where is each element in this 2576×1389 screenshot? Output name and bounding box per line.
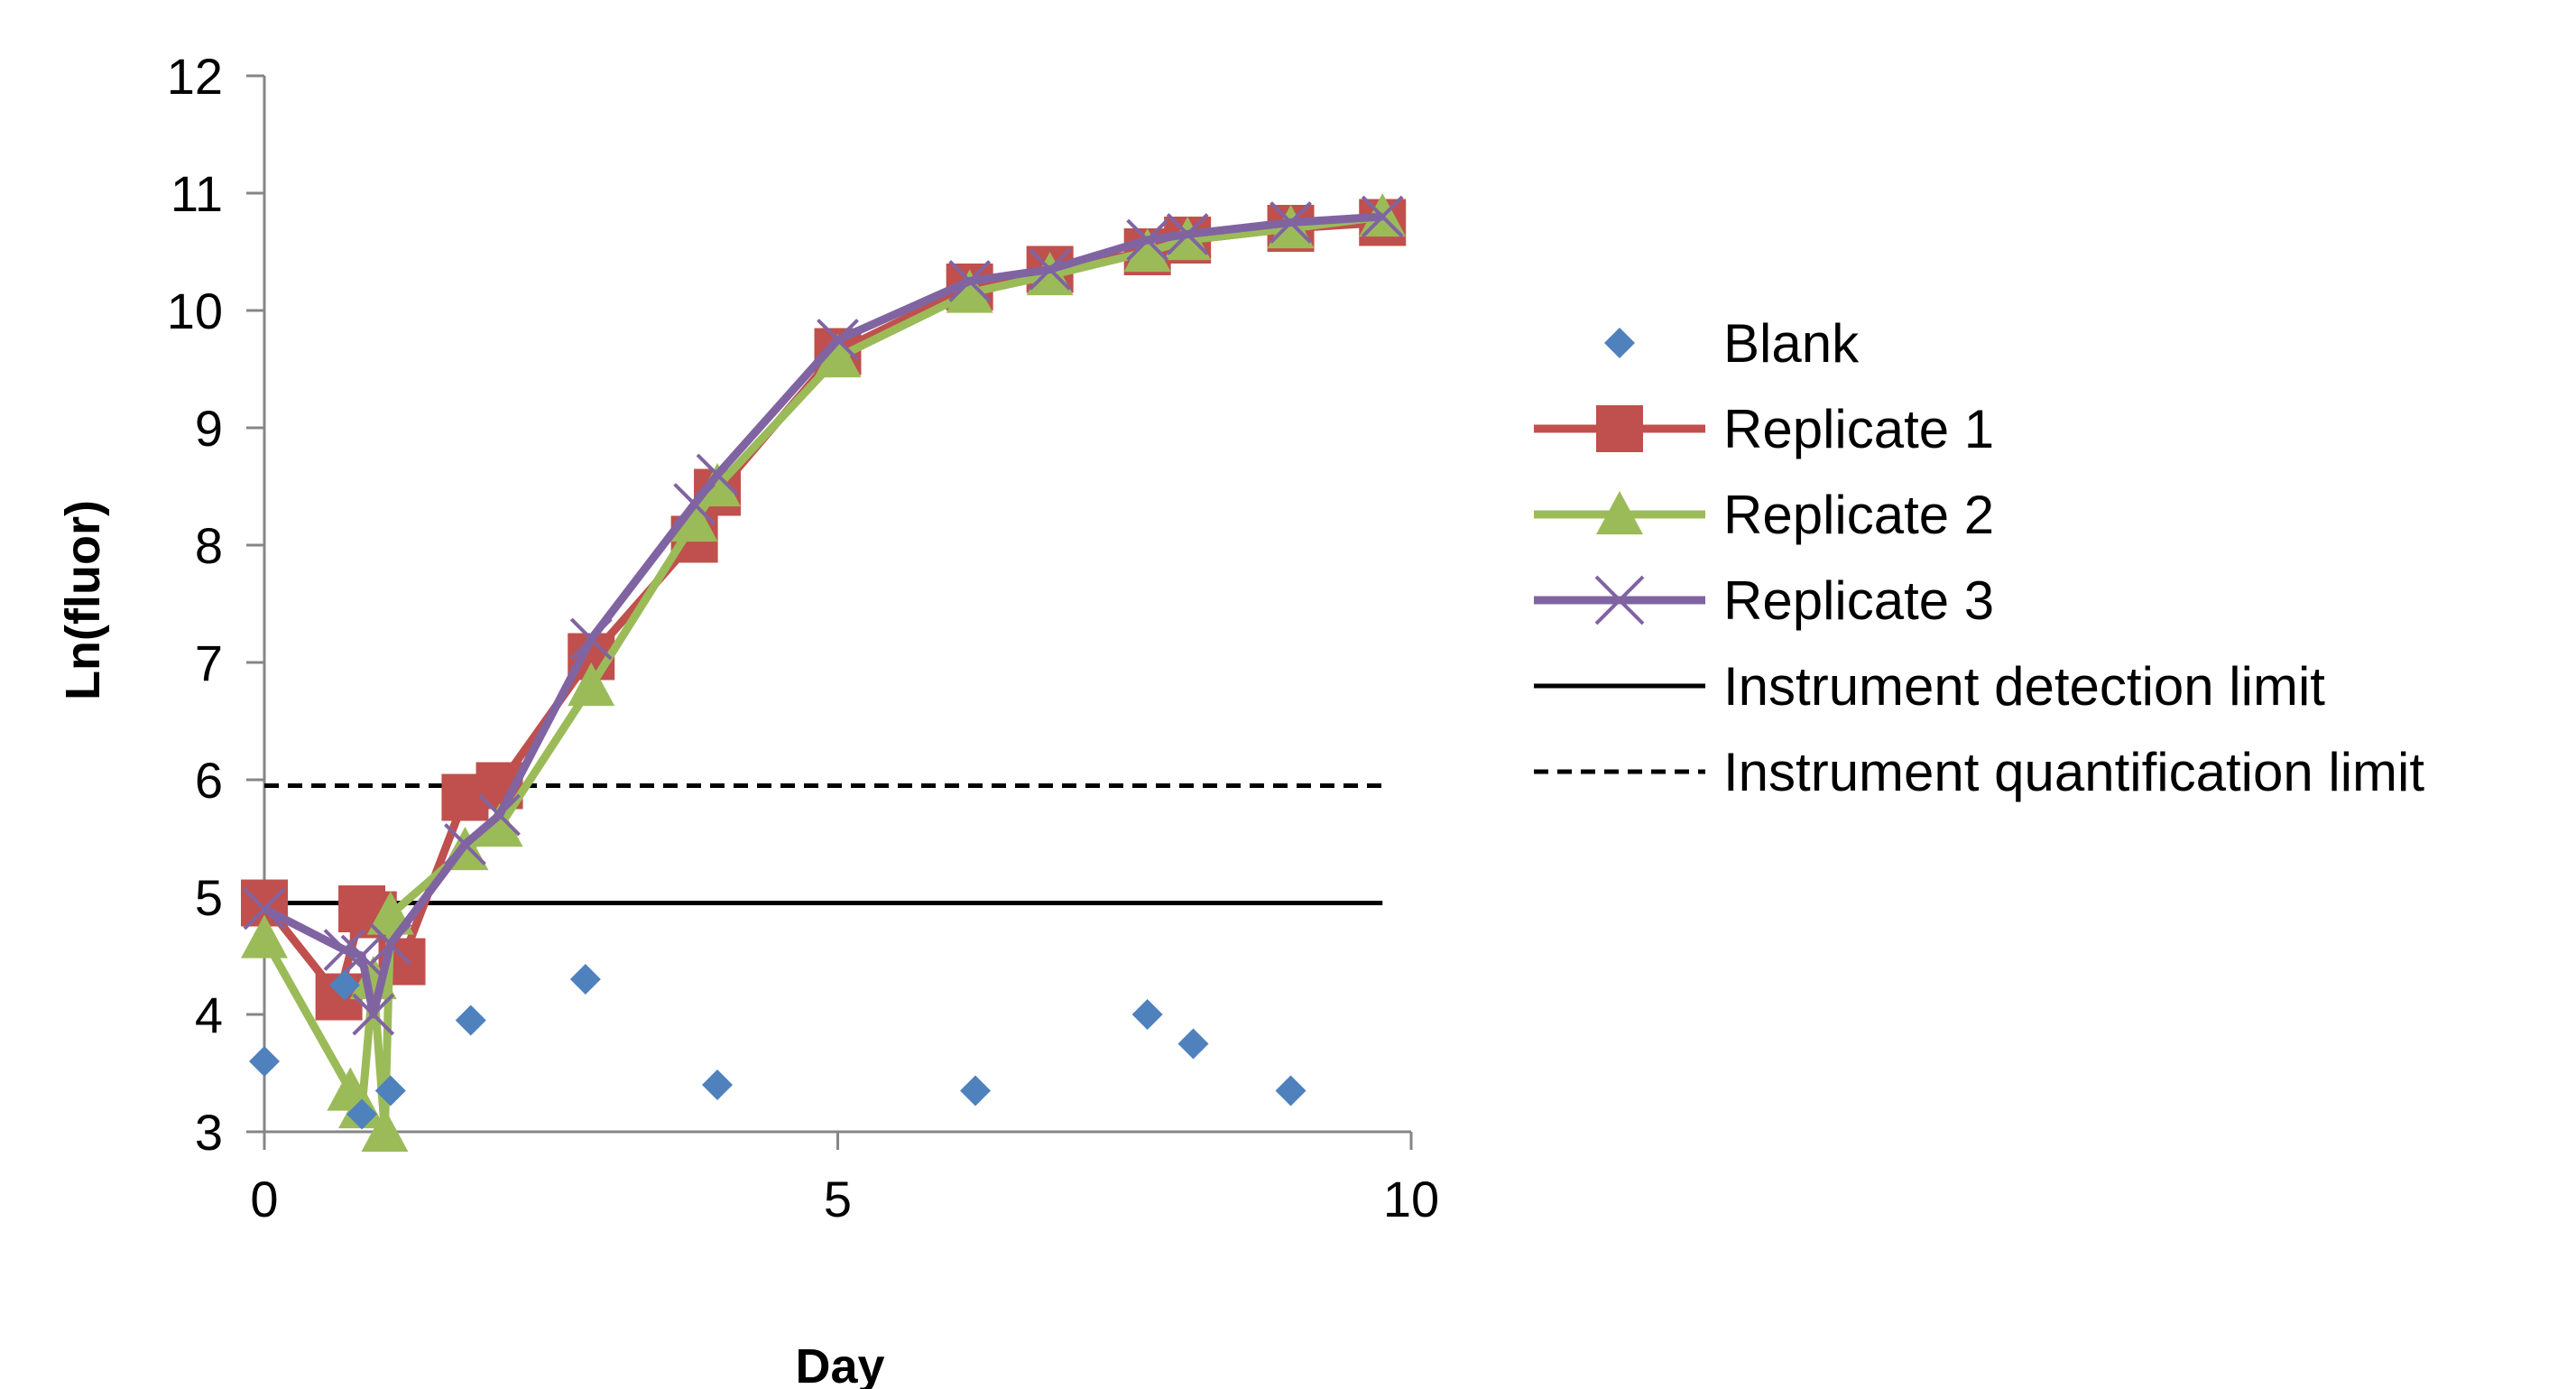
legend-marker xyxy=(1596,491,1643,535)
y-tick-label: 11 xyxy=(171,165,223,222)
y-tick-label: 10 xyxy=(167,282,223,339)
y-tick-label: 9 xyxy=(195,400,223,457)
legend-item: Replicate 3 xyxy=(1534,570,1994,631)
data-point xyxy=(478,793,521,837)
data-point xyxy=(349,956,397,1000)
data-point xyxy=(814,334,862,378)
data-point xyxy=(670,498,718,542)
legend-label: Instrument detection limit xyxy=(1723,656,2325,717)
y-tick-label: 3 xyxy=(195,1104,223,1161)
data-point xyxy=(444,823,486,866)
data-point xyxy=(243,887,286,931)
y-tick-label: 12 xyxy=(167,48,223,105)
data-point xyxy=(346,1098,378,1130)
data-point xyxy=(361,1108,409,1153)
data-point xyxy=(1026,252,1074,296)
data-point xyxy=(475,803,523,847)
y-tick-label: 7 xyxy=(195,634,223,691)
data-point xyxy=(1123,228,1171,273)
data-point xyxy=(1126,218,1169,262)
legend-label: Replicate 2 xyxy=(1723,485,1994,545)
legend-marker xyxy=(1596,405,1643,452)
data-point xyxy=(702,1070,734,1100)
data-point xyxy=(1177,1028,1209,1060)
data-point xyxy=(1029,248,1072,291)
legend-marker xyxy=(1604,328,1635,358)
data-point xyxy=(817,319,859,361)
data-point xyxy=(569,964,601,995)
data-point xyxy=(1361,195,1404,238)
legend-label: Replicate 1 xyxy=(1723,399,1994,459)
data-point xyxy=(569,617,613,661)
x-tick-label: 0 xyxy=(250,1171,278,1227)
legend-item: Replicate 2 xyxy=(1534,485,1994,545)
data-point xyxy=(374,1075,406,1107)
data-point xyxy=(1131,999,1163,1030)
y-tick-label: 4 xyxy=(195,986,223,1043)
x-axis-title: Day xyxy=(795,1339,884,1389)
x-tick-label: 5 xyxy=(824,1171,852,1227)
data-point xyxy=(340,934,383,977)
data-point xyxy=(455,1005,486,1036)
data-point xyxy=(1270,201,1312,244)
x-tick-label: 10 xyxy=(1383,1171,1439,1227)
plot-area xyxy=(241,193,1407,1153)
data-point xyxy=(328,969,360,1001)
data-point xyxy=(673,483,716,525)
y-tick-label: 5 xyxy=(195,869,223,926)
data-point xyxy=(696,453,739,496)
legend-label: Replicate 3 xyxy=(1723,570,1994,631)
data-point xyxy=(241,914,288,958)
y-tick-label: 8 xyxy=(195,517,223,574)
data-point xyxy=(323,929,366,971)
data-point xyxy=(568,662,615,707)
data-point xyxy=(1267,205,1315,249)
legend-item: Blank xyxy=(1604,313,1860,374)
y-tick-label: 6 xyxy=(195,752,223,809)
legend-item: Replicate 1 xyxy=(1534,399,1994,459)
legend: Blank Replicate 1 Replicate 2 Replicate 3 In… xyxy=(1534,313,2424,802)
legend-marker xyxy=(1594,575,1645,625)
legend-label: Instrument quantification limit xyxy=(1723,742,2424,802)
series-blank xyxy=(249,964,1306,1130)
data-point xyxy=(249,1046,280,1077)
data-point xyxy=(960,1075,992,1107)
data-point xyxy=(352,993,395,1036)
data-point xyxy=(946,269,993,313)
axes: 3 4 5 6 7 8 9 10 11 12 0 5 10 xyxy=(167,48,1439,1227)
data-point xyxy=(369,922,412,966)
data-point xyxy=(1275,1075,1306,1107)
data-point xyxy=(948,260,992,302)
data-point xyxy=(1166,213,1209,255)
legend-item: Instrument quantification limit xyxy=(1534,742,2424,802)
data-point xyxy=(1164,217,1212,261)
series-replicate-3 xyxy=(243,195,1404,1036)
legend-label: Blank xyxy=(1723,313,1860,374)
legend-item: Instrument detection limit xyxy=(1534,656,2325,717)
y-axis-title: Ln(fluor) xyxy=(56,500,110,700)
